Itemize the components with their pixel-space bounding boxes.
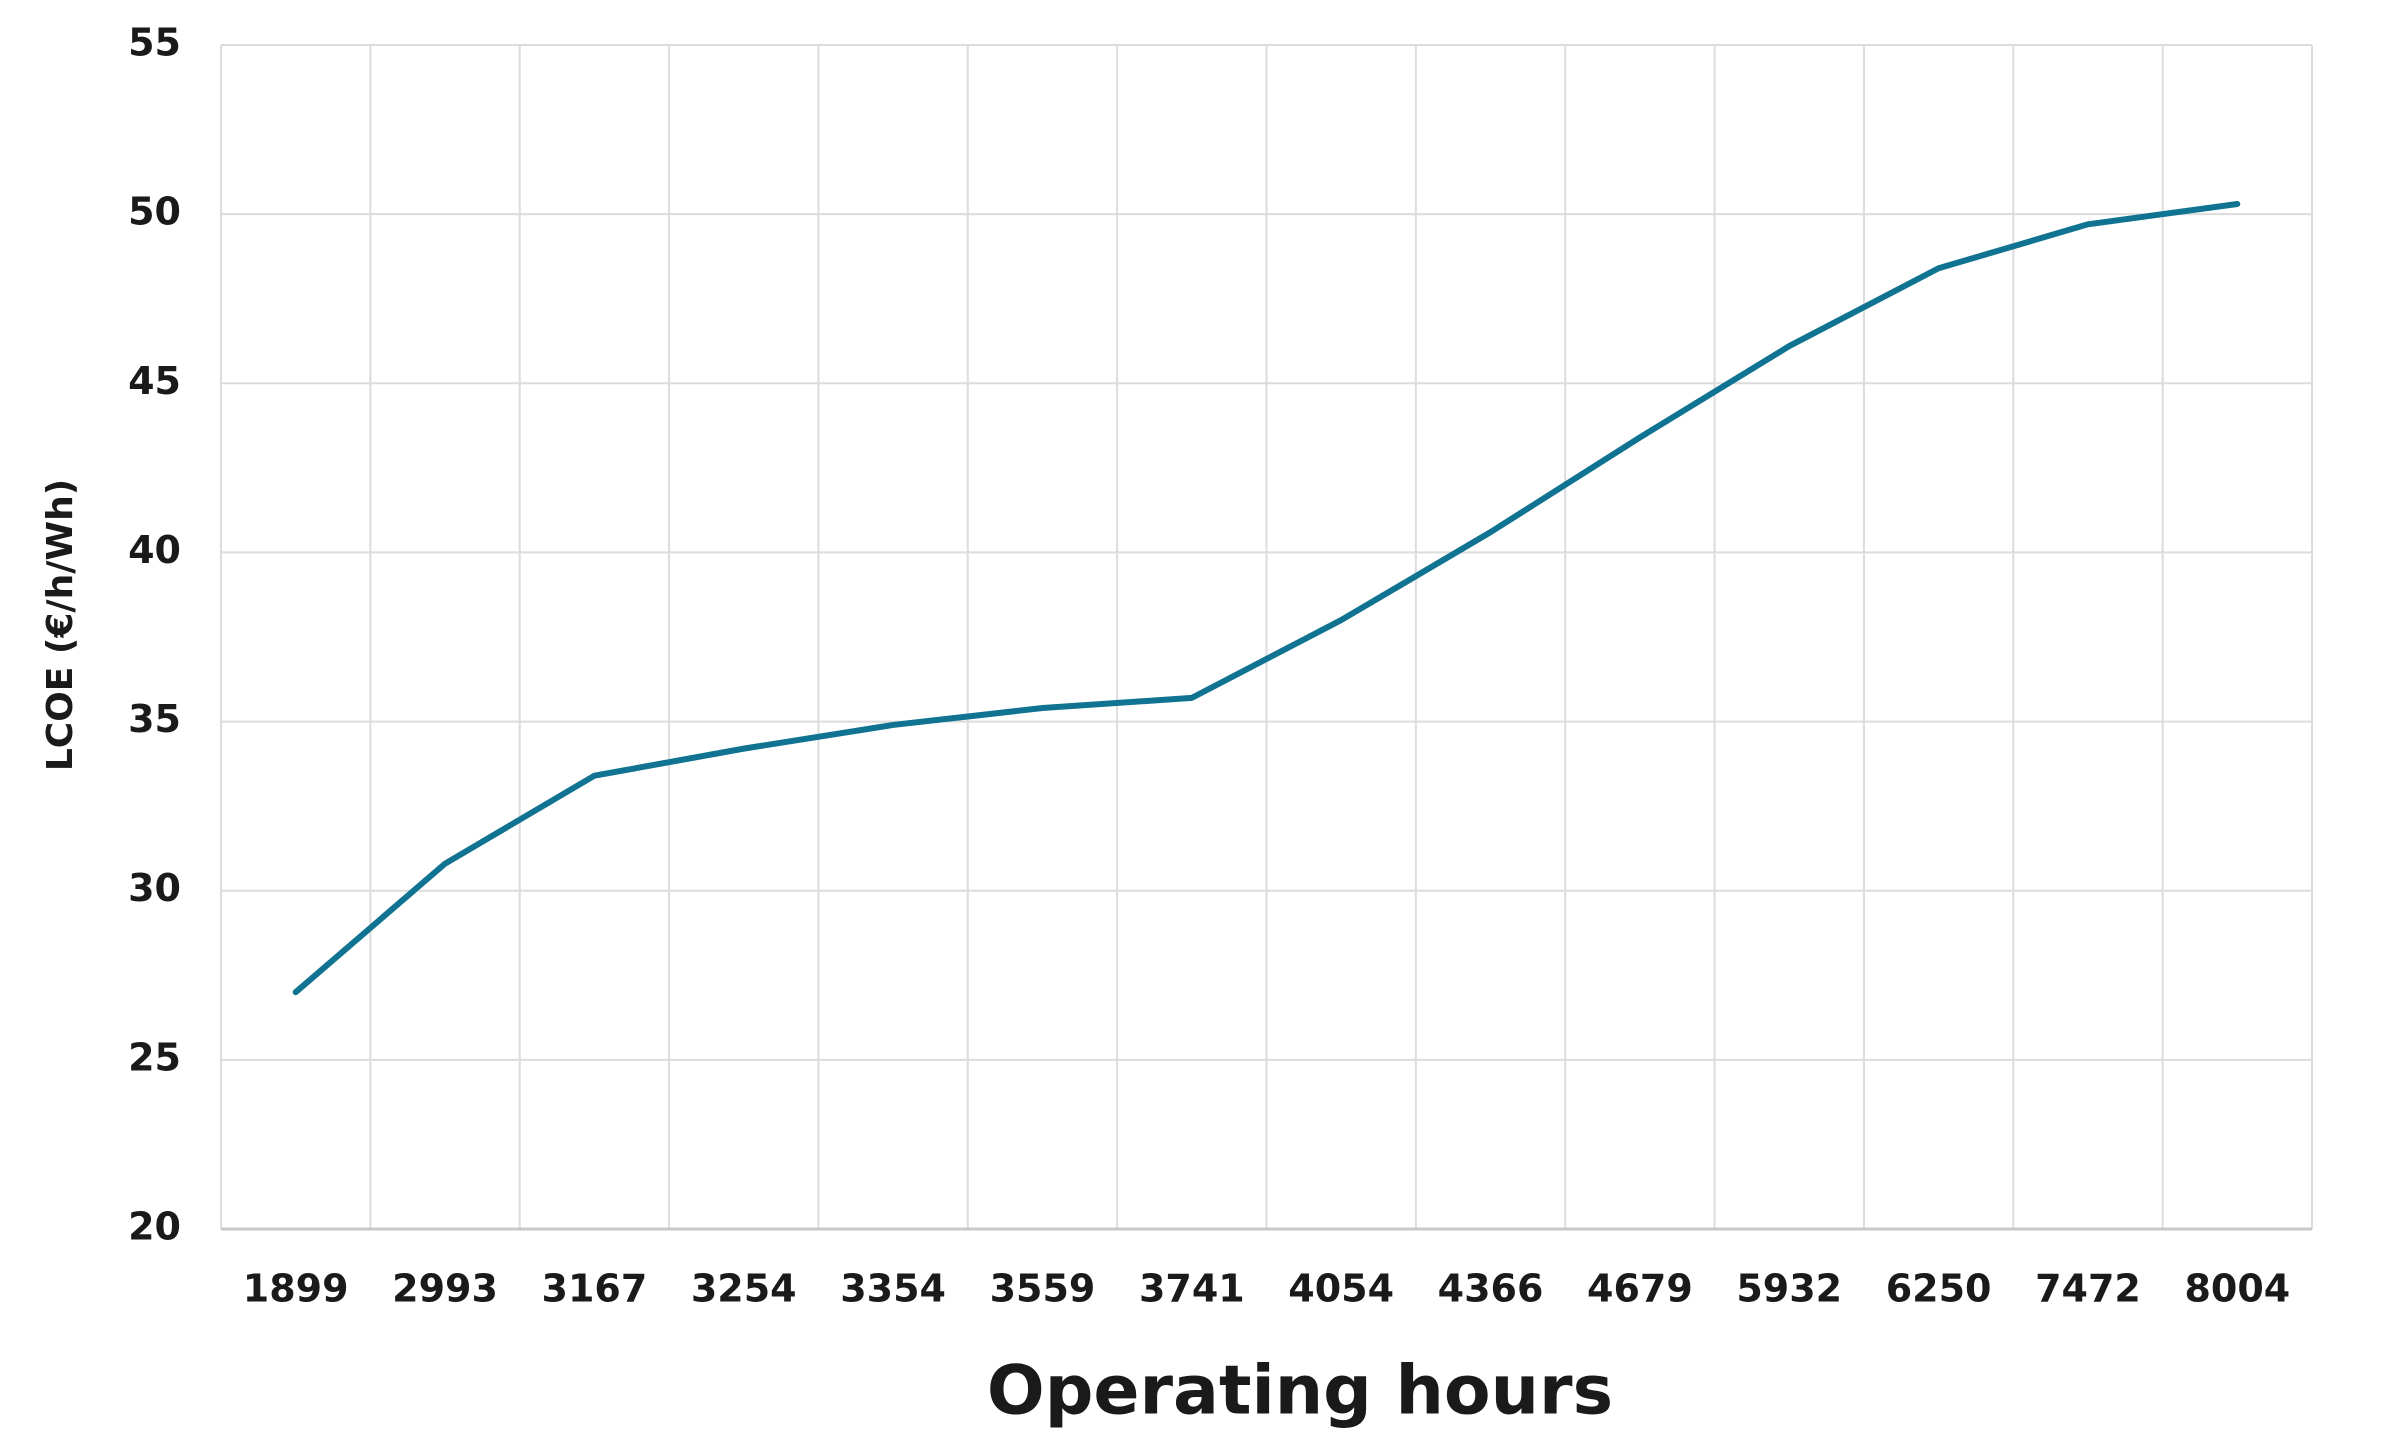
x-tick-label: 4054 — [1288, 1267, 1394, 1311]
y-axis-title: LCOE (€/h/Wh) — [40, 479, 81, 771]
line-series — [292, 200, 2241, 996]
x-tick-label: 7472 — [2035, 1267, 2141, 1311]
y-tick-label: 35 — [128, 697, 181, 741]
x-tick-label: 3741 — [1139, 1267, 1245, 1311]
y-tick-label: 50 — [128, 190, 181, 234]
y-tick-label: 55 — [128, 21, 181, 65]
x-tick-label: 3254 — [691, 1267, 797, 1311]
x-tick-label: 3559 — [990, 1267, 1096, 1311]
x-tick-label: 4679 — [1587, 1267, 1693, 1311]
x-tick-label: 1899 — [243, 1267, 349, 1311]
x-tick-label: 8004 — [2184, 1267, 2290, 1311]
y-tick-label: 30 — [128, 866, 181, 910]
x-tick-label: 5932 — [1736, 1267, 1842, 1311]
y-tick-label: 40 — [128, 528, 181, 572]
y-tick-label: 45 — [128, 359, 181, 403]
x-tick-label: 3354 — [840, 1267, 946, 1311]
y-tick-label: 25 — [128, 1035, 181, 1079]
x-tick-label: 4366 — [1438, 1267, 1544, 1311]
x-tick-label: 3167 — [542, 1267, 648, 1311]
y-tick-label: 20 — [128, 1205, 181, 1249]
x-axis-title: Operating hours — [987, 1352, 1613, 1431]
x-tick-label: 2993 — [392, 1267, 498, 1311]
x-tick-label: 6250 — [1886, 1267, 1992, 1311]
